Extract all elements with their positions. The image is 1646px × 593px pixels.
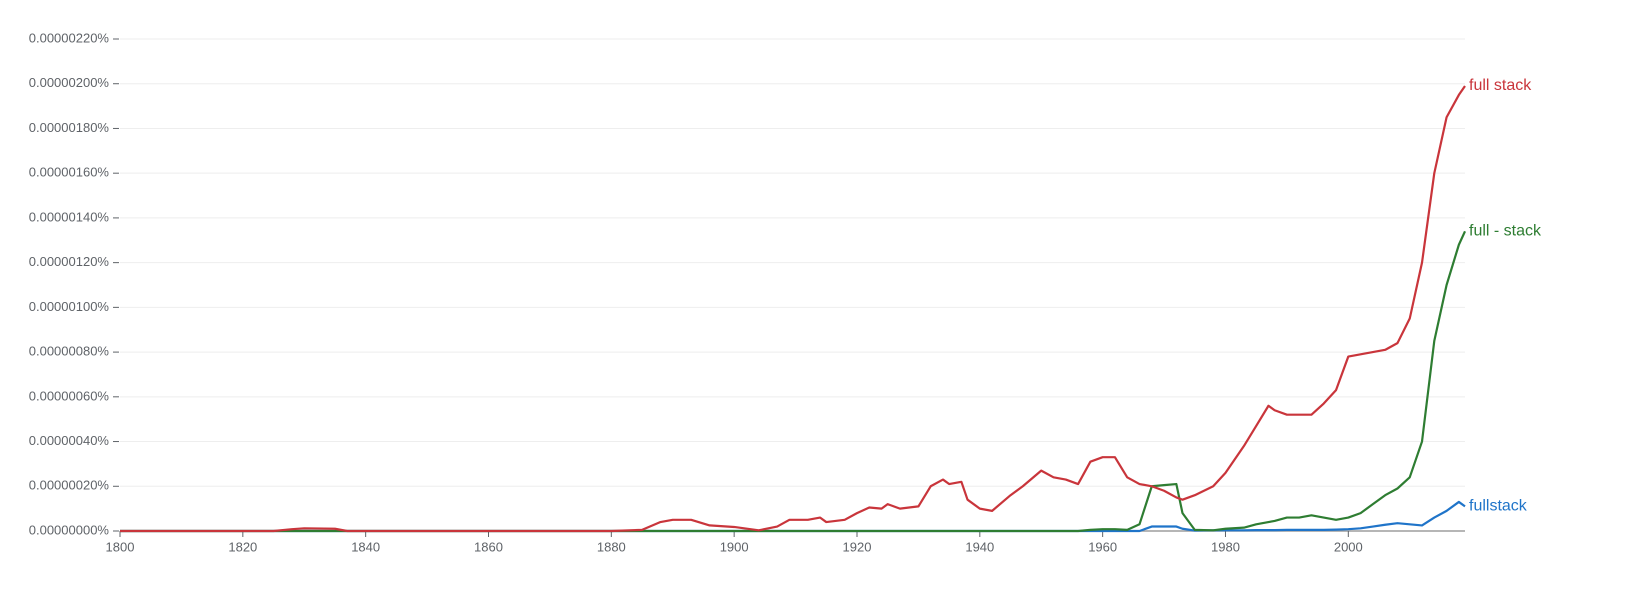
y-tick-label: 0.00000100%	[29, 299, 110, 314]
y-tick-label: 0.00000060%	[29, 388, 110, 403]
series-line	[120, 500, 1466, 533]
y-tick-label: 0.00000000%	[29, 522, 110, 537]
x-tick-label: 1960	[1088, 539, 1117, 554]
x-tick-label: 1880	[597, 539, 626, 554]
series-line	[120, 230, 1467, 533]
x-tick-label: 1860	[474, 539, 503, 554]
y-tick-label: 0.00000040%	[29, 433, 110, 448]
y-tick-label: 0.00000020%	[29, 478, 110, 493]
x-tick-label: 1800	[106, 539, 135, 554]
y-tick-label: 0.00000140%	[29, 209, 110, 224]
series-label: full - stack	[1469, 223, 1542, 240]
y-tick-label: 0.00000080%	[29, 344, 110, 359]
x-tick-label: 1940	[965, 539, 994, 554]
x-tick-label: 1980	[1211, 539, 1240, 554]
series-line	[120, 85, 1466, 533]
x-tick-label: 2000	[1334, 539, 1363, 554]
x-tick-label: 1900	[720, 539, 749, 554]
x-tick-label: 1840	[351, 539, 380, 554]
y-tick-label: 0.00000120%	[29, 254, 110, 269]
y-tick-label: 0.00000180%	[29, 120, 110, 135]
x-tick-label: 1920	[843, 539, 872, 554]
x-tick-label: 1820	[228, 539, 257, 554]
y-tick-label: 0.00000160%	[29, 165, 110, 180]
y-tick-label: 0.00000200%	[29, 75, 110, 90]
y-tick-label: 0.00000220%	[29, 30, 110, 45]
series-label: fullstack	[1469, 498, 1528, 515]
series-label: full stack	[1469, 77, 1532, 94]
